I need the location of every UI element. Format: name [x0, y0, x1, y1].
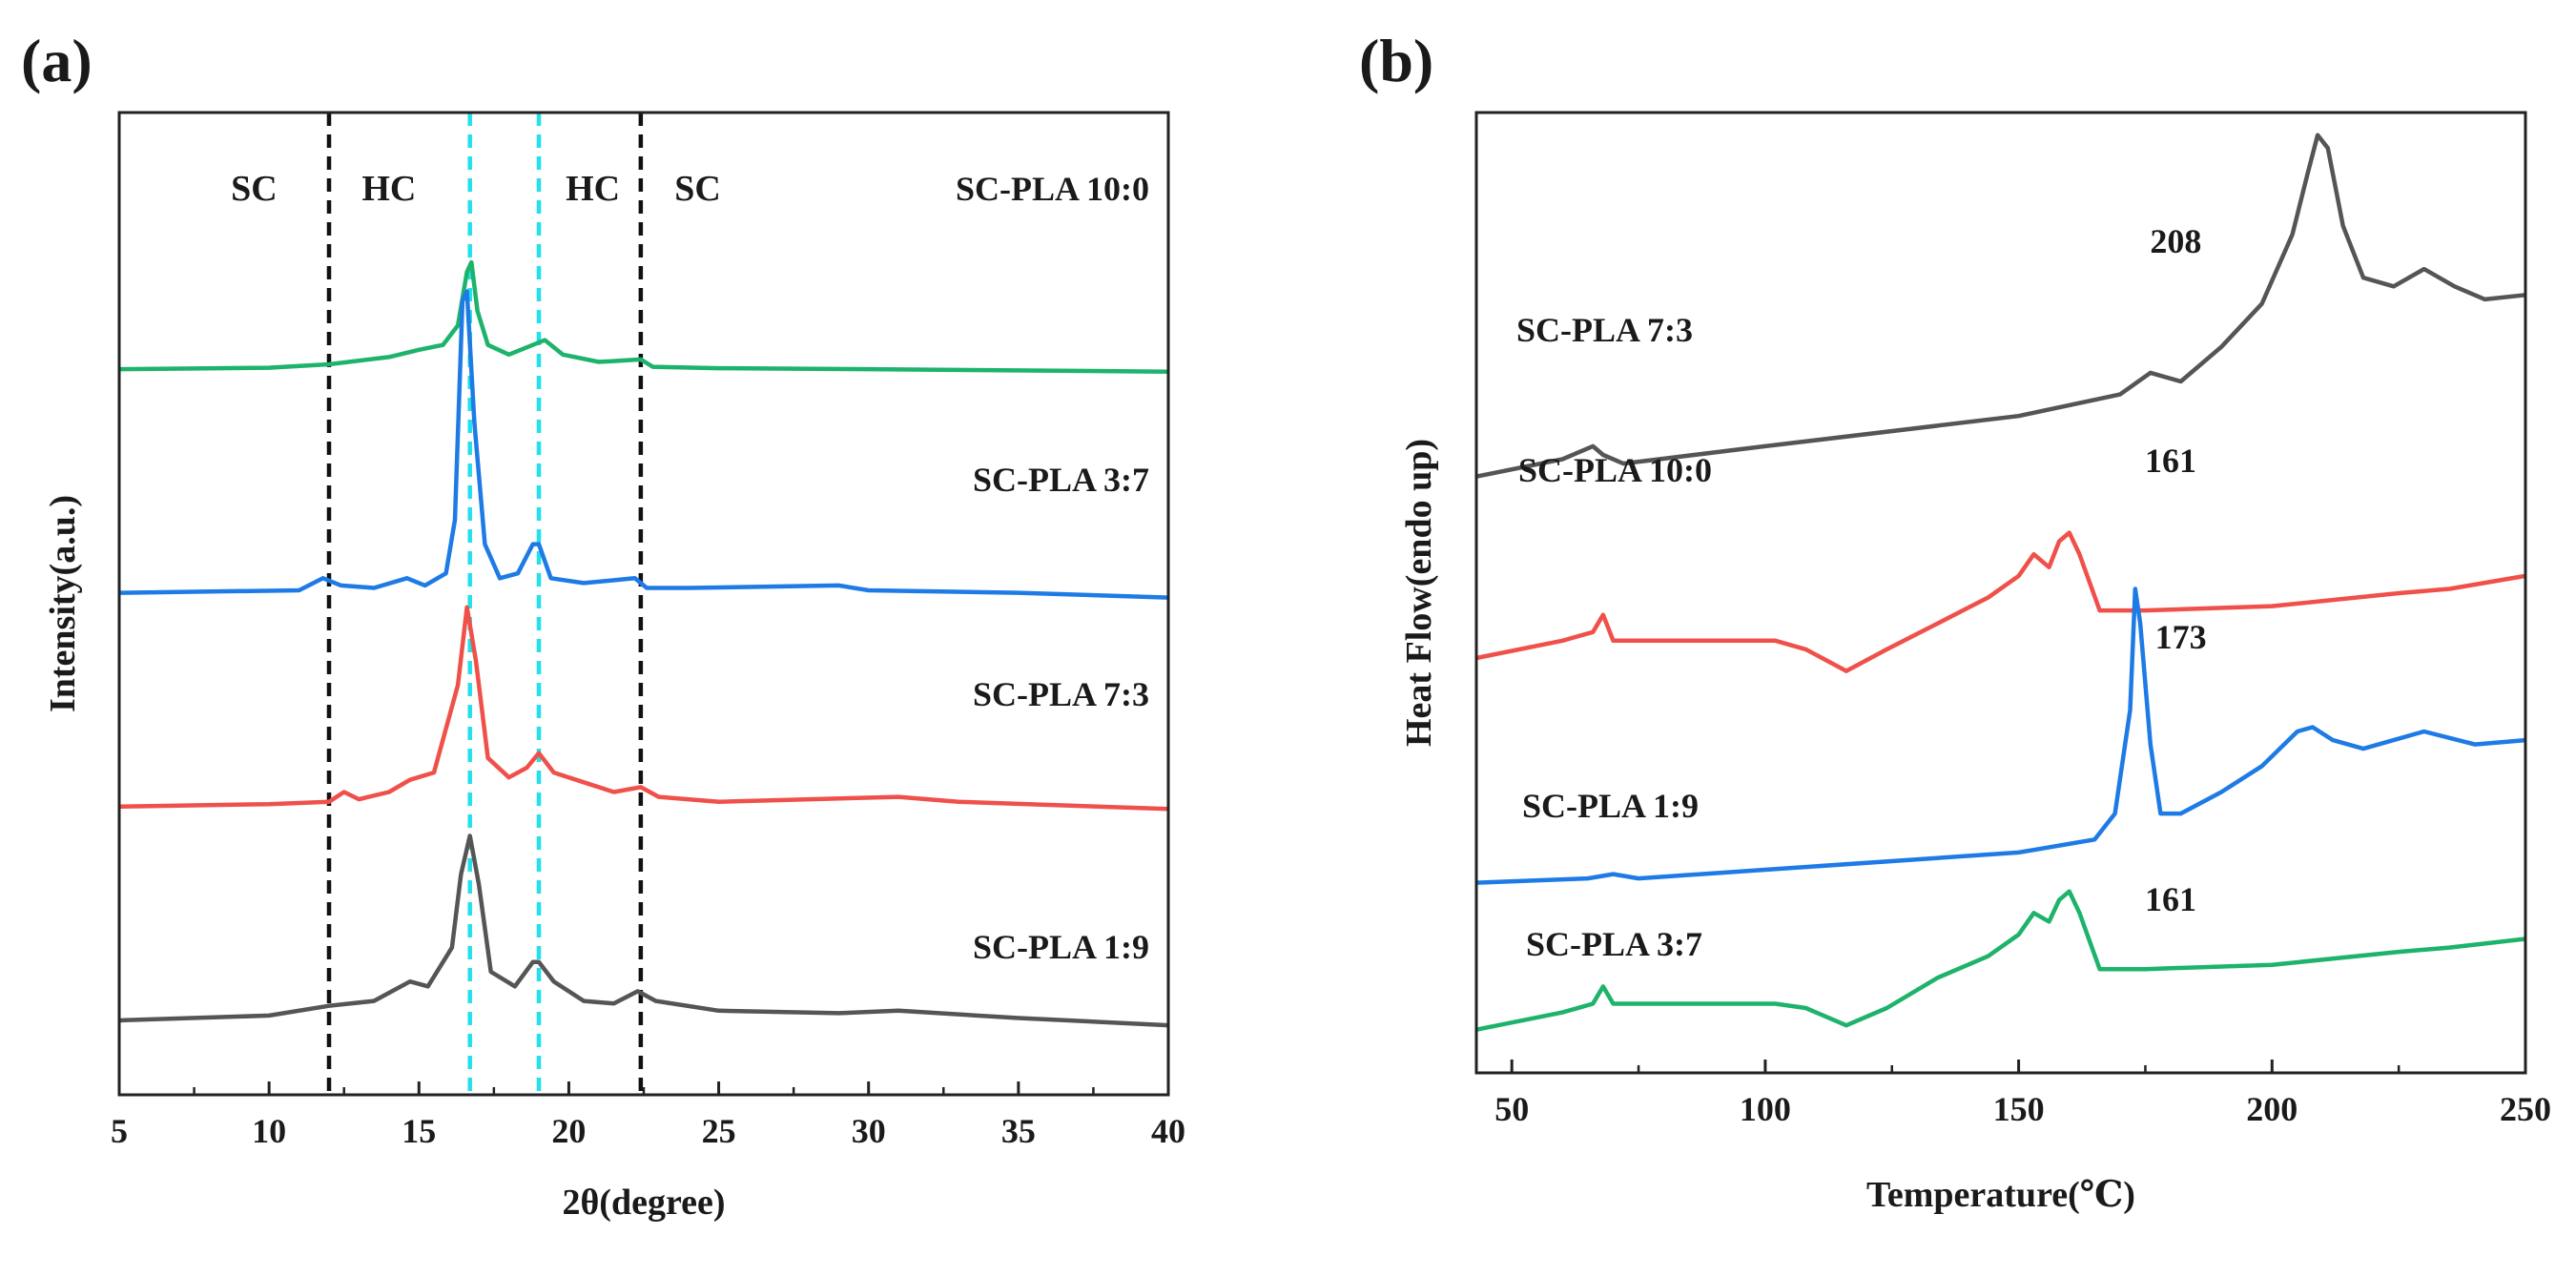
series-line-a-1 — [118, 289, 1169, 600]
region-label-3: SC — [674, 169, 721, 209]
region-label-1: HC — [361, 169, 416, 209]
x-tick-label-b-1: 100 — [1740, 1090, 1791, 1128]
series-label-a-3: SC-PLA 1:9 — [973, 928, 1149, 966]
plot-frame-b — [1474, 111, 2527, 1075]
panel-label-a: (a) — [21, 27, 93, 94]
region-label-2: HC — [566, 169, 620, 209]
peak-annotation-1: 161 — [2145, 442, 2196, 480]
y-axis-title-b: Heat Flow(endo up) — [1399, 439, 1439, 747]
peak-annotation-3: 161 — [2145, 880, 2196, 918]
series-line-a-3 — [118, 834, 1169, 1028]
x-tick-label-a-0: 5 — [111, 1112, 128, 1150]
x-tick-label-a-4: 25 — [702, 1112, 736, 1150]
x-tick-label-a-6: 35 — [1001, 1112, 1036, 1150]
series-label-a-2: SC-PLA 7:3 — [973, 675, 1149, 713]
y-axis-title-a: Intensity(a.u.) — [43, 495, 83, 712]
series-line-b-0 — [1475, 133, 2526, 479]
series-label-b-1: SC-PLA 10:0 — [1518, 451, 1712, 489]
x-axis-title-b: Temperature(℃) — [1866, 1175, 2135, 1215]
x-tick-label-a-3: 20 — [551, 1112, 586, 1150]
x-tick-label-b-3: 200 — [2246, 1090, 2298, 1128]
series-label-a-0: SC-PLA 10:0 — [956, 170, 1149, 208]
region-label-0: SC — [231, 169, 278, 209]
series-line-b-1 — [1475, 530, 2526, 673]
series-line-b-2 — [1475, 587, 2526, 885]
series-label-a-1: SC-PLA 3:7 — [973, 461, 1149, 499]
x-tick-label-b-2: 150 — [1993, 1090, 2045, 1128]
series-label-b-2: SC-PLA 1:9 — [1522, 787, 1699, 825]
series-label-b-3: SC-PLA 3:7 — [1526, 925, 1702, 963]
x-tick-label-a-2: 15 — [402, 1112, 436, 1150]
series-label-b-0: SC-PLA 7:3 — [1516, 311, 1693, 349]
x-tick-label-a-1: 10 — [252, 1112, 286, 1150]
series-line-a-2 — [118, 605, 1169, 812]
x-tick-label-a-5: 30 — [852, 1112, 886, 1150]
peak-annotation-2: 173 — [2155, 618, 2207, 656]
series-line-b-3 — [1475, 889, 2526, 1032]
x-axis-title-a: 2θ(degree) — [562, 1183, 725, 1223]
x-tick-label-b-4: 250 — [2500, 1090, 2551, 1128]
panel-label-b: (b) — [1359, 27, 1433, 94]
peak-annotation-0: 208 — [2150, 222, 2201, 260]
series-line-a-0 — [118, 259, 1169, 374]
x-tick-label-b-0: 50 — [1494, 1090, 1529, 1128]
x-tick-label-a-7: 40 — [1151, 1112, 1185, 1150]
